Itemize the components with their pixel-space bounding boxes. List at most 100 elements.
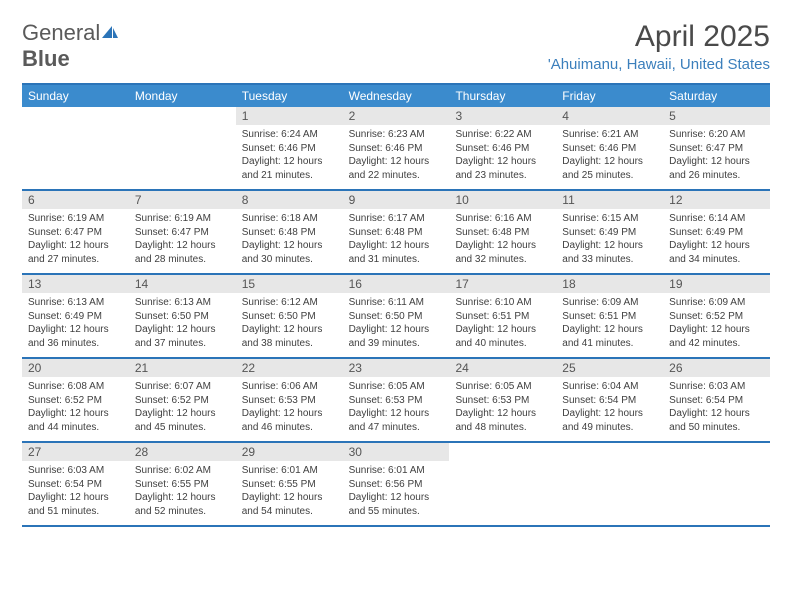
daylight-text: Daylight: 12 hours and 50 minutes. <box>669 407 764 434</box>
day-data: Sunrise: 6:22 AMSunset: 6:46 PMDaylight:… <box>449 125 556 187</box>
sunrise-text: Sunrise: 6:13 AM <box>135 296 230 310</box>
day-data: Sunrise: 6:17 AMSunset: 6:48 PMDaylight:… <box>343 209 450 271</box>
daylight-text: Daylight: 12 hours and 49 minutes. <box>562 407 657 434</box>
sunrise-text: Sunrise: 6:06 AM <box>242 380 337 394</box>
daylight-text: Daylight: 12 hours and 31 minutes. <box>349 239 444 266</box>
day-number: 26 <box>663 359 770 377</box>
sunrise-text: Sunrise: 6:05 AM <box>349 380 444 394</box>
day-number: 17 <box>449 275 556 293</box>
day-number: 19 <box>663 275 770 293</box>
calendar-week: 27Sunrise: 6:03 AMSunset: 6:54 PMDayligh… <box>22 443 770 527</box>
sunrise-text: Sunrise: 6:19 AM <box>135 212 230 226</box>
daylight-text: Daylight: 12 hours and 23 minutes. <box>455 155 550 182</box>
calendar-cell: 29Sunrise: 6:01 AMSunset: 6:55 PMDayligh… <box>236 443 343 525</box>
logo: General Blue <box>22 20 120 72</box>
day-data: Sunrise: 6:03 AMSunset: 6:54 PMDaylight:… <box>22 461 129 523</box>
day-data: Sunrise: 6:05 AMSunset: 6:53 PMDaylight:… <box>449 377 556 439</box>
day-data: Sunrise: 6:14 AMSunset: 6:49 PMDaylight:… <box>663 209 770 271</box>
day-data: Sunrise: 6:03 AMSunset: 6:54 PMDaylight:… <box>663 377 770 439</box>
weeks-container: 1Sunrise: 6:24 AMSunset: 6:46 PMDaylight… <box>22 107 770 527</box>
calendar-cell: 23Sunrise: 6:05 AMSunset: 6:53 PMDayligh… <box>343 359 450 441</box>
sunrise-text: Sunrise: 6:15 AM <box>562 212 657 226</box>
calendar-cell: 28Sunrise: 6:02 AMSunset: 6:55 PMDayligh… <box>129 443 236 525</box>
title-block: April 2025 'Ahuimanu, Hawaii, United Sta… <box>548 20 770 73</box>
sunrise-text: Sunrise: 6:09 AM <box>669 296 764 310</box>
sunset-text: Sunset: 6:48 PM <box>349 226 444 240</box>
calendar-cell: 21Sunrise: 6:07 AMSunset: 6:52 PMDayligh… <box>129 359 236 441</box>
calendar-cell: 13Sunrise: 6:13 AMSunset: 6:49 PMDayligh… <box>22 275 129 357</box>
sunrise-text: Sunrise: 6:01 AM <box>242 464 337 478</box>
calendar-cell <box>129 107 236 189</box>
day-number: 22 <box>236 359 343 377</box>
daylight-text: Daylight: 12 hours and 25 minutes. <box>562 155 657 182</box>
daylight-text: Daylight: 12 hours and 41 minutes. <box>562 323 657 350</box>
day-number: 23 <box>343 359 450 377</box>
sunset-text: Sunset: 6:49 PM <box>28 310 123 324</box>
day-number: 12 <box>663 191 770 209</box>
sunrise-text: Sunrise: 6:17 AM <box>349 212 444 226</box>
day-data: Sunrise: 6:08 AMSunset: 6:52 PMDaylight:… <box>22 377 129 439</box>
day-number <box>556 443 663 461</box>
sunrise-text: Sunrise: 6:12 AM <box>242 296 337 310</box>
calendar-cell: 6Sunrise: 6:19 AMSunset: 6:47 PMDaylight… <box>22 191 129 273</box>
weekday-sat: Saturday <box>663 85 770 107</box>
day-number: 4 <box>556 107 663 125</box>
sunset-text: Sunset: 6:52 PM <box>669 310 764 324</box>
calendar-cell: 1Sunrise: 6:24 AMSunset: 6:46 PMDaylight… <box>236 107 343 189</box>
sunset-text: Sunset: 6:49 PM <box>669 226 764 240</box>
day-data: Sunrise: 6:23 AMSunset: 6:46 PMDaylight:… <box>343 125 450 187</box>
sunset-text: Sunset: 6:46 PM <box>349 142 444 156</box>
daylight-text: Daylight: 12 hours and 21 minutes. <box>242 155 337 182</box>
calendar-cell: 11Sunrise: 6:15 AMSunset: 6:49 PMDayligh… <box>556 191 663 273</box>
day-number: 28 <box>129 443 236 461</box>
calendar-cell <box>663 443 770 525</box>
day-data: Sunrise: 6:19 AMSunset: 6:47 PMDaylight:… <box>129 209 236 271</box>
day-data: Sunrise: 6:01 AMSunset: 6:55 PMDaylight:… <box>236 461 343 523</box>
calendar-grid: Sunday Monday Tuesday Wednesday Thursday… <box>22 83 770 527</box>
sunset-text: Sunset: 6:46 PM <box>455 142 550 156</box>
weekday-fri: Friday <box>556 85 663 107</box>
sunset-text: Sunset: 6:54 PM <box>669 394 764 408</box>
day-data: Sunrise: 6:13 AMSunset: 6:49 PMDaylight:… <box>22 293 129 355</box>
day-data: Sunrise: 6:15 AMSunset: 6:49 PMDaylight:… <box>556 209 663 271</box>
calendar-cell: 5Sunrise: 6:20 AMSunset: 6:47 PMDaylight… <box>663 107 770 189</box>
calendar-cell: 3Sunrise: 6:22 AMSunset: 6:46 PMDaylight… <box>449 107 556 189</box>
calendar-cell: 30Sunrise: 6:01 AMSunset: 6:56 PMDayligh… <box>343 443 450 525</box>
daylight-text: Daylight: 12 hours and 44 minutes. <box>28 407 123 434</box>
daylight-text: Daylight: 12 hours and 39 minutes. <box>349 323 444 350</box>
calendar-week: 20Sunrise: 6:08 AMSunset: 6:52 PMDayligh… <box>22 359 770 443</box>
calendar-page: General Blue April 2025 'Ahuimanu, Hawai… <box>0 0 792 527</box>
calendar-week: 6Sunrise: 6:19 AMSunset: 6:47 PMDaylight… <box>22 191 770 275</box>
calendar-week: 13Sunrise: 6:13 AMSunset: 6:49 PMDayligh… <box>22 275 770 359</box>
weekday-thu: Thursday <box>449 85 556 107</box>
sunrise-text: Sunrise: 6:02 AM <box>135 464 230 478</box>
sunset-text: Sunset: 6:53 PM <box>455 394 550 408</box>
day-number: 15 <box>236 275 343 293</box>
sunrise-text: Sunrise: 6:03 AM <box>28 464 123 478</box>
calendar-cell: 8Sunrise: 6:18 AMSunset: 6:48 PMDaylight… <box>236 191 343 273</box>
daylight-text: Daylight: 12 hours and 40 minutes. <box>455 323 550 350</box>
day-data: Sunrise: 6:21 AMSunset: 6:46 PMDaylight:… <box>556 125 663 187</box>
daylight-text: Daylight: 12 hours and 34 minutes. <box>669 239 764 266</box>
sunset-text: Sunset: 6:47 PM <box>28 226 123 240</box>
daylight-text: Daylight: 12 hours and 22 minutes. <box>349 155 444 182</box>
sunrise-text: Sunrise: 6:07 AM <box>135 380 230 394</box>
day-data: Sunrise: 6:09 AMSunset: 6:51 PMDaylight:… <box>556 293 663 355</box>
sunset-text: Sunset: 6:54 PM <box>562 394 657 408</box>
sunset-text: Sunset: 6:47 PM <box>669 142 764 156</box>
daylight-text: Daylight: 12 hours and 26 minutes. <box>669 155 764 182</box>
day-number: 27 <box>22 443 129 461</box>
calendar-cell: 4Sunrise: 6:21 AMSunset: 6:46 PMDaylight… <box>556 107 663 189</box>
day-number <box>129 107 236 125</box>
sunset-text: Sunset: 6:50 PM <box>349 310 444 324</box>
sunrise-text: Sunrise: 6:14 AM <box>669 212 764 226</box>
sunset-text: Sunset: 6:50 PM <box>135 310 230 324</box>
sunset-text: Sunset: 6:52 PM <box>28 394 123 408</box>
sunset-text: Sunset: 6:47 PM <box>135 226 230 240</box>
sunrise-text: Sunrise: 6:18 AM <box>242 212 337 226</box>
location-text: 'Ahuimanu, Hawaii, United States <box>548 56 770 73</box>
daylight-text: Daylight: 12 hours and 38 minutes. <box>242 323 337 350</box>
day-number: 10 <box>449 191 556 209</box>
calendar-cell: 25Sunrise: 6:04 AMSunset: 6:54 PMDayligh… <box>556 359 663 441</box>
daylight-text: Daylight: 12 hours and 54 minutes. <box>242 491 337 518</box>
